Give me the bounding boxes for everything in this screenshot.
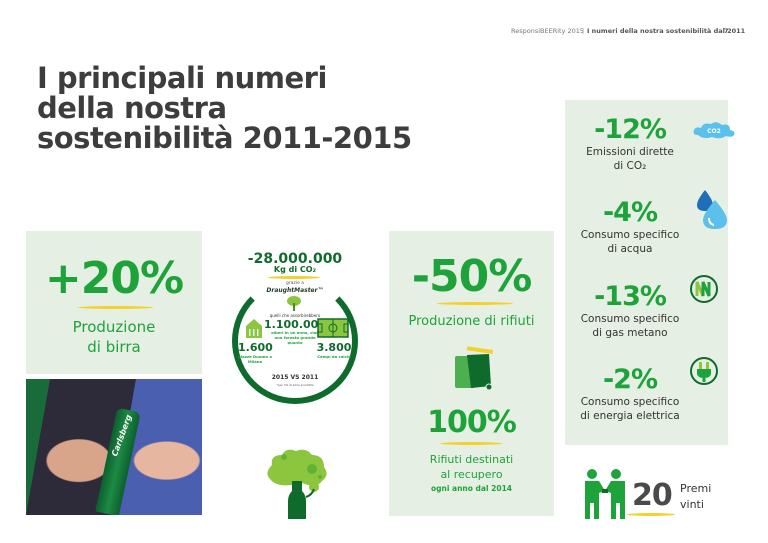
- fields-value: 3.800: [316, 341, 352, 354]
- header-separator: |: [582, 27, 585, 35]
- water-drop-icon: [697, 190, 727, 229]
- page-number: 7: [724, 27, 729, 35]
- gas-icon: [690, 275, 718, 303]
- plug-icon: [690, 357, 718, 385]
- metric-value: -4%: [602, 197, 658, 228]
- label-line: Produzione: [72, 318, 156, 336]
- duomo-icon: [246, 319, 262, 338]
- equivalent-intro: quelli che assorbirebbero: [269, 313, 321, 318]
- bottle-tree-icon: [267, 449, 327, 519]
- squares-text: piazze Duomo a Milano: [238, 354, 272, 364]
- electricity-consumption-metric: -2% Consumo specifico di energia elettric…: [565, 365, 695, 423]
- label-line: Premi: [680, 482, 712, 495]
- metric-value: -13%: [594, 281, 667, 312]
- yellow-underline: [268, 276, 320, 279]
- yellow-underline: [440, 442, 502, 445]
- environment-metrics-panel: -12% Emissioni dirette di CO₂ CO2 -4% Con…: [565, 100, 735, 445]
- comparison-years: 2015 VS 2011: [271, 374, 319, 381]
- handshake-people-icon: [585, 469, 625, 519]
- beer-production-value: +20%: [44, 253, 184, 304]
- title-line: I principali numeri: [37, 61, 327, 95]
- metric-label: Consumo specifico di acqua: [580, 229, 680, 255]
- draughtmaster-brand: DraughtMaster™: [266, 287, 324, 294]
- awards-label: Premi vinti: [680, 481, 711, 513]
- waste-reduction-label: Produzione di rifiuti: [408, 314, 535, 329]
- metric-label: Emissioni dirette di CO₂: [586, 146, 674, 172]
- metric-label: Consumo specifico di gas metano: [580, 313, 680, 339]
- yellow-underline: [627, 513, 675, 516]
- metric-label: Consumo specifico di energia elettrica: [580, 396, 680, 422]
- football-field-icon: [317, 318, 349, 338]
- waste-recovery-note: ogni anno dal 2014: [430, 484, 513, 493]
- co2-circle-ring: [232, 278, 358, 404]
- awards-count: 20: [632, 478, 673, 513]
- co2-cloud-icon: CO2: [693, 122, 735, 139]
- label-line: di birra: [87, 338, 141, 356]
- thanks-text: grazie a: [285, 281, 305, 286]
- page-header: ResponsiBEERity 2015 | I numeri della no…: [0, 27, 768, 41]
- label-line: vinti: [680, 498, 704, 511]
- fields-text: Campi da calcio: [317, 354, 351, 359]
- beer-production-panel: +20% Produzione di birra: [26, 231, 202, 374]
- title-line: della nostra: [37, 91, 227, 125]
- title-line: sostenibilità 2011-2015: [37, 121, 412, 155]
- waste-recovery-label: Rifiuti destinati al recupero: [389, 452, 554, 482]
- comparison-note: *per l'hl di birra prodotta: [276, 383, 314, 387]
- page-title: I principali numeri della nostra sosteni…: [37, 63, 417, 153]
- gas-consumption-metric: -13% Consumo specifico di gas metano: [565, 282, 695, 340]
- label-line: Rifiuti destinati: [429, 453, 514, 466]
- co2-emissions-metric: -12% Emissioni dirette di CO₂: [565, 115, 695, 173]
- header-brand: ResponsiBEERity 2015: [511, 27, 585, 35]
- metric-value: -2%: [602, 364, 658, 395]
- waste-reduction-value: -50%: [411, 251, 533, 302]
- bottle-shape: [95, 407, 141, 515]
- header-section: I numeri della nostra sostenibilità dal …: [587, 27, 746, 35]
- metric-value: -12%: [594, 114, 667, 145]
- waste-panel: -50% Produzione di rifiuti 100% Rifiuti …: [389, 231, 554, 516]
- co2-saved-unit: Kg di CO₂: [273, 265, 317, 274]
- label-line: al recupero: [440, 468, 503, 481]
- beer-production-label: Produzione di birra: [26, 317, 202, 357]
- svg-text:CO2: CO2: [707, 128, 721, 135]
- yellow-underline: [437, 302, 513, 305]
- waste-recovery-value: 100%: [427, 405, 517, 440]
- co2-saved-value: -28.000.000: [247, 251, 343, 267]
- squares-value: 1.600: [238, 341, 273, 354]
- tree-icon: [287, 296, 301, 311]
- waste-bin-icon: [455, 346, 494, 391]
- water-consumption-metric: -4% Consumo specifico di acqua: [565, 198, 695, 256]
- beer-bottle-photo: Carlsberg: [26, 379, 202, 515]
- trees-text: alberi in un anno, cioè una foresta gran…: [271, 330, 319, 345]
- trees-value: 1.100.000: [264, 318, 326, 331]
- yellow-underline: [78, 306, 153, 309]
